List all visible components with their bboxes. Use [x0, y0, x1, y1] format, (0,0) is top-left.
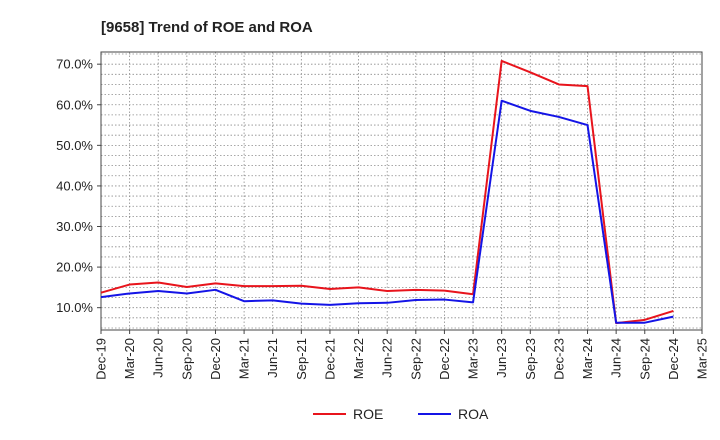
series-line-roa — [100, 99, 674, 324]
x-tick-label: Sep-22 — [408, 338, 423, 380]
legend-label-roe: ROE — [353, 406, 383, 422]
x-tick-label: Dec-23 — [551, 338, 566, 380]
x-tick-label: Jun-21 — [265, 338, 280, 378]
y-tick-label: 10.0% — [56, 300, 93, 315]
y-tick-label: 30.0% — [56, 219, 93, 234]
x-tick-label: Sep-23 — [523, 338, 538, 380]
y-tick-label: 40.0% — [56, 178, 93, 193]
x-tick-label: Dec-24 — [666, 338, 681, 380]
x-tick-label: Mar-24 — [580, 338, 595, 379]
x-tick-label: Mar-20 — [122, 338, 137, 379]
plot-border — [100, 51, 703, 331]
y-tick-label: 70.0% — [56, 57, 93, 72]
y-tick-label: 50.0% — [56, 138, 93, 153]
plot-area: 10.0% 20.0% 30.0% 40.0% 50.0% 60.0% 70.0% Dec-1… — [56, 51, 710, 380]
legend-label-roa: ROA — [458, 406, 489, 422]
x-tick-label: Dec-22 — [437, 338, 452, 380]
x-tick-label: Sep-21 — [294, 338, 309, 380]
x-tick-label: Dec-19 — [94, 338, 109, 380]
x-tick-label: Mar-23 — [466, 338, 481, 379]
y-tick-label: 20.0% — [56, 260, 93, 275]
y-tick-label: 60.0% — [56, 97, 93, 112]
x-tick-label: Sep-20 — [179, 338, 194, 380]
chart-title: [9658] Trend of ROE and ROA — [101, 19, 313, 36]
x-tick-label: Jun-20 — [151, 338, 166, 378]
x-tick-label: Dec-20 — [208, 338, 223, 380]
x-tick-label: Jun-24 — [609, 338, 624, 378]
series-line-roe — [100, 59, 674, 325]
legend: ROE ROA — [313, 406, 489, 422]
x-tick-label: Jun-22 — [380, 338, 395, 378]
x-tick-label: Sep-24 — [637, 338, 652, 380]
x-tick-label: Mar-22 — [351, 338, 366, 379]
x-tick-label: Mar-21 — [237, 338, 252, 379]
x-tick-label: Mar-25 — [695, 338, 710, 379]
x-tick-label: Jun-23 — [494, 338, 509, 378]
x-tick-label: Dec-21 — [322, 338, 337, 380]
